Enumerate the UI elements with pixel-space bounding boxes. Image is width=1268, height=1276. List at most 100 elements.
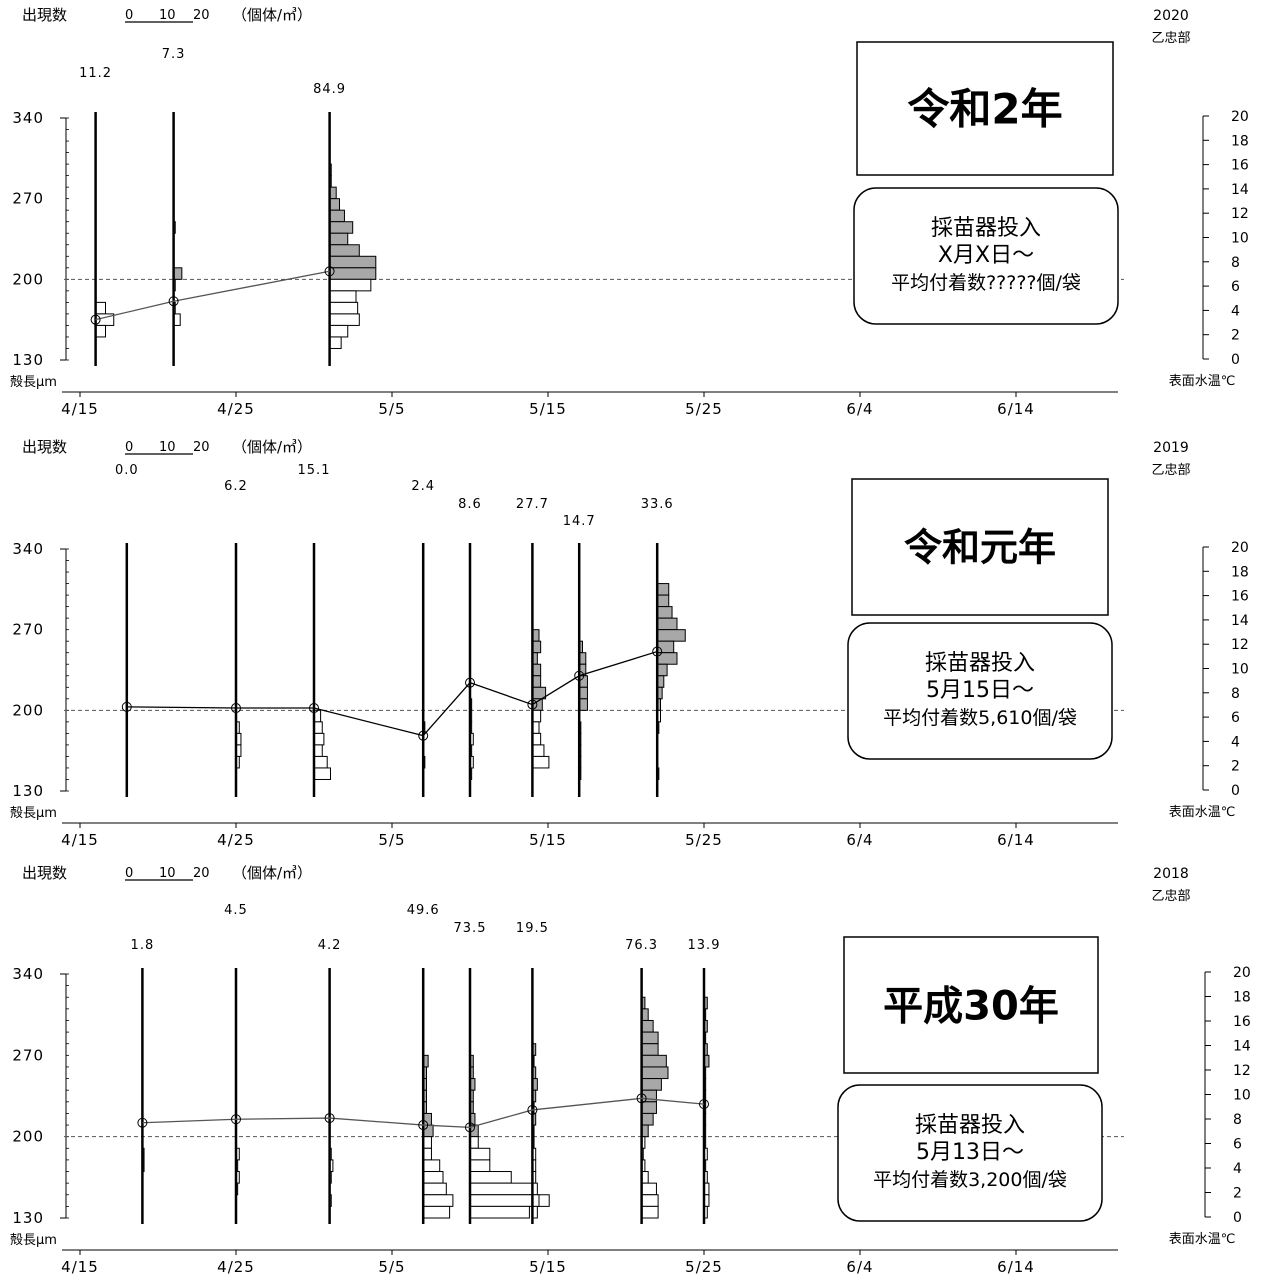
sample-4-18: 0.0 — [115, 463, 139, 797]
y2-axis-title: 表面水温℃ — [1169, 374, 1236, 389]
sample-4-25: 4.5 — [224, 903, 247, 1224]
x-tick-label: 6/14 — [997, 1258, 1035, 1276]
y-tick-label: 200 — [12, 701, 44, 719]
x-tick-label: 4/15 — [61, 1258, 99, 1276]
histogram-bar — [641, 1205, 659, 1219]
count-value-label: 84.9 — [313, 82, 346, 97]
histogram-bar — [422, 1159, 441, 1173]
y2-tick-label: 8 — [1231, 686, 1240, 702]
mean-length-marker — [636, 1093, 647, 1104]
x-tick-label: 4/15 — [61, 831, 99, 849]
count-value-label: 8.6 — [458, 497, 482, 512]
x-tick-label: 6/4 — [846, 400, 873, 418]
y2-tick-label: 20 — [1231, 109, 1249, 125]
y2-tick-label: 2 — [1231, 759, 1240, 775]
count-value-label: 33.6 — [641, 497, 674, 512]
sample-5-14: 19.5 — [516, 921, 549, 1224]
sample-5-7: 2.4 — [411, 479, 434, 797]
y2-axis-title: 表面水温℃ — [1169, 805, 1236, 820]
y2-tick-label: 6 — [1231, 279, 1240, 295]
scale-tick-label: 20 — [193, 440, 210, 455]
y2-axis-title: 表面水温℃ — [1169, 1232, 1236, 1247]
x-tick-label: 4/25 — [217, 831, 255, 849]
y-tick-label: 340 — [12, 965, 44, 983]
count-value-label: 6.2 — [224, 479, 248, 494]
scale-tick-label: 0 — [125, 8, 133, 23]
y2-tick-label: 16 — [1231, 158, 1249, 174]
scale-tick-label: 0 — [125, 866, 133, 881]
count-value-label: 19.5 — [516, 921, 549, 936]
info-line: 5月13日～ — [916, 1140, 1024, 1165]
y2-tick-label: 6 — [1233, 1137, 1242, 1153]
info-box — [847, 622, 1113, 760]
y2-tick-label: 0 — [1233, 1210, 1242, 1226]
histogram-bar — [329, 278, 372, 292]
y2-tick-label: 10 — [1233, 1088, 1251, 1104]
histogram-bar — [641, 1182, 657, 1196]
location-label: 乙忠部 — [1151, 463, 1190, 478]
y2-tick-label: 8 — [1233, 1112, 1242, 1128]
chart-panel-2018: 出現数 0 10 20 （個体/㎥） 2018乙忠部340270200130殻長μm4/1… — [10, 864, 1251, 1276]
count-label: 出現数 — [22, 6, 67, 24]
y2-tick-label: 18 — [1231, 564, 1249, 580]
y2-tick-label: 2 — [1233, 1186, 1242, 1202]
y-tick-label: 130 — [12, 1209, 44, 1227]
histogram-bar — [641, 1101, 657, 1114]
x-tick-label: 4/15 — [61, 400, 99, 418]
era-title-box — [856, 41, 1114, 176]
location-label: 乙忠部 — [1151, 889, 1190, 904]
info-box — [853, 187, 1119, 325]
y2-tick-label: 12 — [1231, 206, 1249, 222]
histogram-bar — [329, 198, 341, 211]
x-tick-label: 4/25 — [217, 1258, 255, 1276]
count-value-label: 0.0 — [115, 463, 139, 478]
sample-5-10: 73.5 — [454, 921, 550, 1224]
y2-tick-label: 16 — [1231, 589, 1249, 605]
x-tick-label: 5/25 — [685, 831, 723, 849]
x-tick-label: 5/25 — [685, 1258, 723, 1276]
mean-length-marker — [699, 1099, 709, 1110]
y2-tick-label: 8 — [1231, 255, 1240, 271]
info-line: 採苗器投入 — [931, 216, 1041, 241]
sample-5-14: 27.7 — [516, 497, 550, 797]
y2-tick-label: 12 — [1233, 1063, 1251, 1079]
histogram-bar — [469, 1205, 530, 1219]
histogram-bar — [329, 255, 377, 269]
histogram-bar — [469, 1182, 537, 1196]
y-tick-label: 200 — [12, 1128, 44, 1146]
mean-length-marker — [465, 1122, 475, 1133]
y-axis-title: 殻長μm — [10, 806, 57, 821]
mean-length-marker — [231, 703, 241, 714]
histogram-bar — [329, 232, 349, 246]
histogram-bar — [329, 313, 360, 326]
year-label: 2019 — [1153, 440, 1189, 456]
y2-tick-label: 4 — [1231, 303, 1240, 319]
mean-length-marker — [324, 266, 335, 277]
histogram-bar — [329, 290, 357, 303]
era-title: 令和2年 — [907, 85, 1062, 134]
mean-length-marker — [527, 1104, 538, 1115]
histogram-bar — [641, 1066, 669, 1080]
histogram-bar — [329, 324, 349, 338]
y2-tick-label: 14 — [1231, 613, 1249, 629]
y-axis-title: 殻長μm — [10, 1233, 57, 1248]
info-line: 採苗器投入 — [925, 651, 1035, 676]
scale-tick-label: 20 — [193, 8, 210, 23]
scale-tick-label: 20 — [193, 866, 210, 881]
histogram-bar — [422, 1205, 451, 1219]
histogram-bar — [656, 594, 670, 608]
count-value-label: 4.2 — [318, 938, 342, 953]
histogram-bar — [95, 324, 106, 338]
y2-tick-label: 10 — [1231, 231, 1249, 247]
histogram-bar — [641, 1194, 659, 1207]
mean-length-marker — [137, 1117, 148, 1128]
x-tick-label: 5/15 — [529, 1258, 567, 1276]
year-label: 2018 — [1153, 866, 1189, 882]
count-value-label: 7.3 — [162, 47, 186, 62]
histogram-bar — [469, 1171, 512, 1184]
mean-length-marker — [418, 730, 429, 741]
x-tick-label: 5/15 — [529, 831, 567, 849]
count-label: 出現数 — [22, 438, 67, 456]
histogram-bar — [95, 301, 106, 315]
sample-5-1: 4.2 — [318, 938, 342, 1224]
